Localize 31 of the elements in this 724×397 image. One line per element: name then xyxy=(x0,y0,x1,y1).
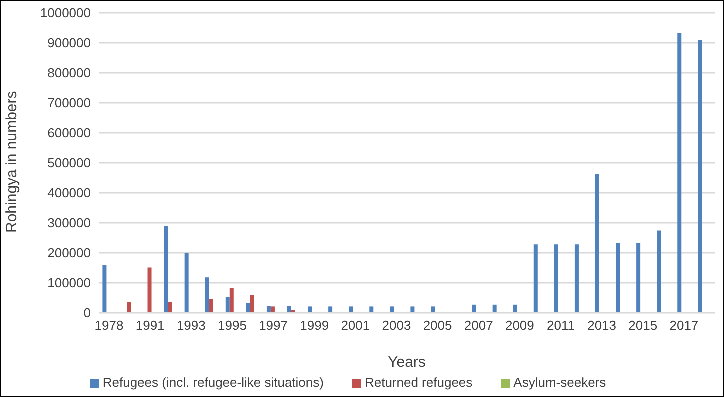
y-tick-label: 900000 xyxy=(48,36,91,51)
y-tick-label: 300000 xyxy=(48,216,91,231)
y-tick-label: 400000 xyxy=(48,186,91,201)
x-tick-label: 2013 xyxy=(588,318,617,334)
y-tick-label: 100000 xyxy=(48,276,91,291)
x-tick-label: 2003 xyxy=(382,318,412,334)
y-tick-label: 1000000 xyxy=(40,6,91,21)
legend-label: Refugees (incl. refugee-like situations) xyxy=(102,375,324,390)
y-tick-label: 200000 xyxy=(48,246,91,261)
x-tick-label: 1991 xyxy=(136,318,165,334)
x-tick-label: 1995 xyxy=(218,318,247,334)
x-tick-label: 1978 xyxy=(94,318,124,334)
x-tick-label: 1997 xyxy=(259,318,288,334)
x-tick-label: 2015 xyxy=(628,318,658,334)
x-tick-label: 2011 xyxy=(547,318,575,334)
y-tick-label: 800000 xyxy=(48,66,91,81)
x-tick-label: 2001 xyxy=(341,318,370,334)
y-tick-label: 500000 xyxy=(48,156,91,171)
y-axis-title: Rohingya in numbers xyxy=(3,91,20,233)
y-tick-label: 600000 xyxy=(48,126,91,141)
x-tick-label: 2005 xyxy=(423,318,452,334)
x-tick-label: 2009 xyxy=(505,318,534,334)
legend-label: Returned refugees xyxy=(364,375,473,390)
x-tick-label: 1993 xyxy=(176,318,206,334)
legend-label: Asylum-seekers xyxy=(514,375,606,390)
y-tick-label: 700000 xyxy=(48,96,91,111)
x-tick-label: 1999 xyxy=(300,318,330,334)
x-tick-label: 2007 xyxy=(464,318,494,334)
x-tick-label: 2017 xyxy=(670,318,699,334)
y-tick-label: 0 xyxy=(84,306,91,321)
x-axis-title: Years xyxy=(388,354,426,371)
